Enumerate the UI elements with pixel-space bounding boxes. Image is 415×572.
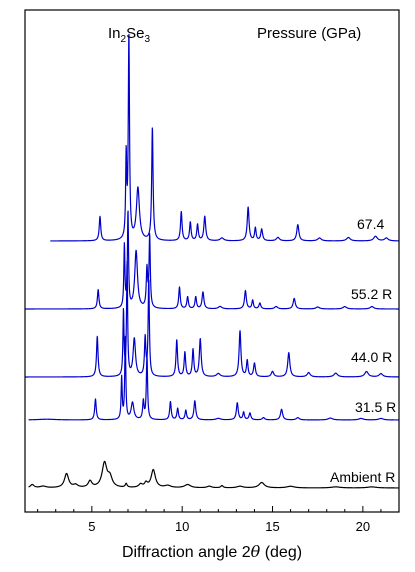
plot-frame	[24, 9, 400, 513]
series-label-44-0-r: 44.0 R	[351, 349, 392, 365]
trace-31-5-r	[28, 335, 400, 421]
trace-layer	[24, 33, 400, 489]
trace-44-0-r	[24, 260, 400, 378]
series-label-ambient-r: Ambient R	[330, 469, 395, 485]
chart-title: In2Se3	[108, 25, 150, 45]
trace-55-2-r	[24, 210, 400, 310]
legend-title: Pressure (GPa)	[257, 25, 361, 42]
series-label-55-2-r: 55.2 R	[351, 286, 392, 302]
x-tick-label: 15	[265, 519, 279, 534]
trace-ambient-r	[28, 460, 400, 489]
series-label-31-5-r: 31.5 R	[355, 399, 396, 415]
x-axis-label: Diffraction angle 2θ (deg)	[122, 542, 302, 561]
trace-67-4	[49, 33, 400, 242]
x-tick-label: 5	[88, 519, 95, 534]
x-tick-layer: 5 10 15 20	[37, 506, 400, 534]
series-label-67-4: 67.4	[357, 216, 384, 232]
x-tick-label: 10	[175, 519, 189, 534]
series-label-layer: Ambient R 31.5 R 44.0 R 55.2 R 67.4	[330, 216, 396, 485]
x-tick-label: 20	[356, 519, 370, 534]
